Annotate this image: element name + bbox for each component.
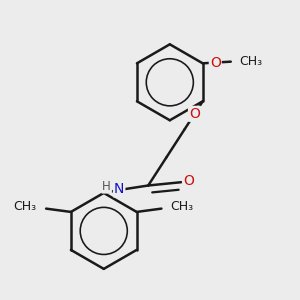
Text: H: H (102, 180, 111, 193)
Text: CH₃: CH₃ (239, 55, 262, 68)
Text: O: O (189, 107, 200, 121)
Text: CH₃: CH₃ (171, 200, 194, 214)
Text: O: O (183, 173, 194, 188)
Text: O: O (210, 56, 221, 70)
Text: CH₃: CH₃ (14, 200, 37, 214)
Text: N: N (114, 182, 124, 197)
